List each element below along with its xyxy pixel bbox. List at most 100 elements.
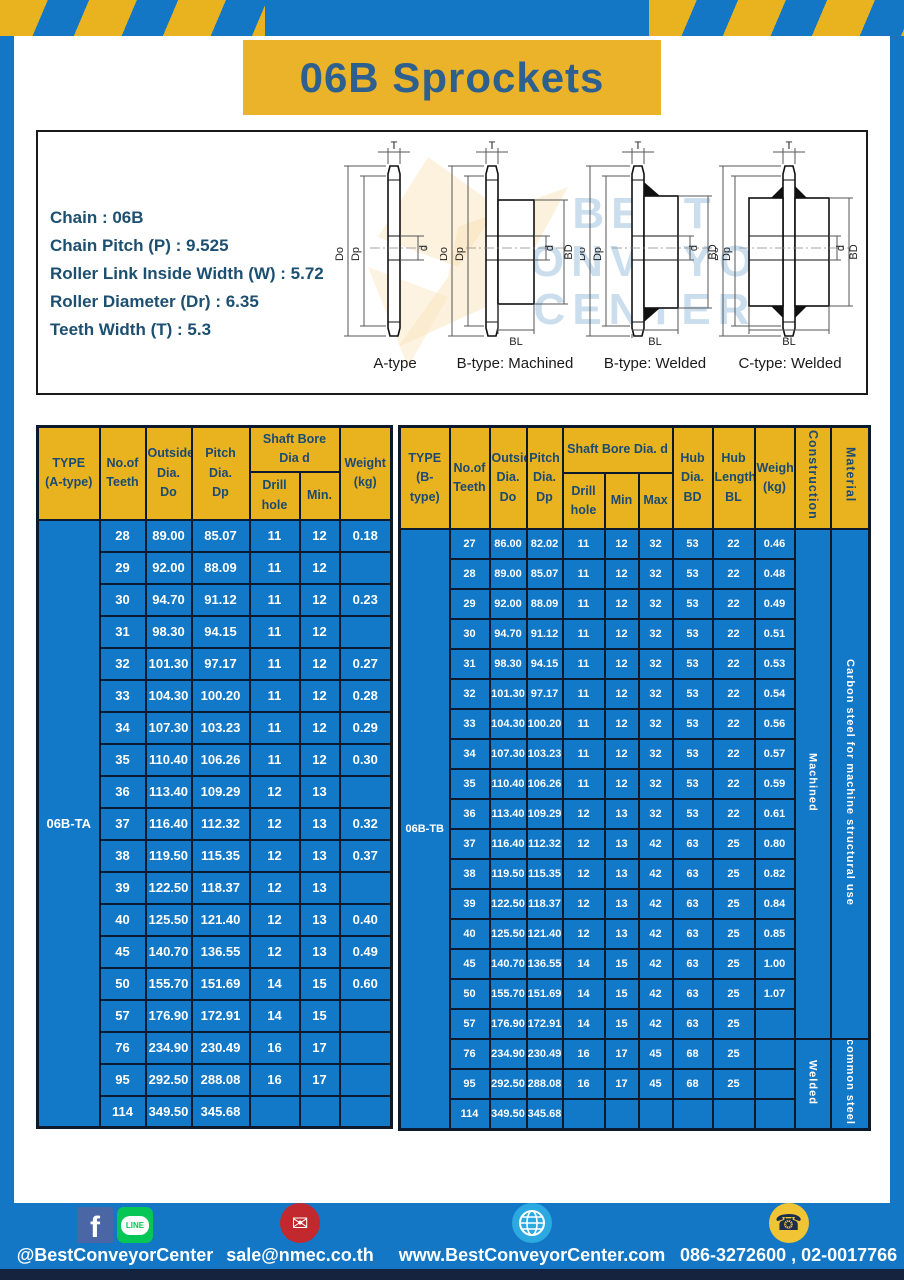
website-section: www.BestConveyorCenter.com — [384, 1203, 680, 1266]
dim-label-bd: BD — [848, 244, 860, 259]
table-cell: 33 — [448, 708, 491, 741]
table-cell: 100.20 — [525, 708, 564, 741]
dim-label-bl: BL — [782, 336, 795, 348]
table-cell: 45 — [637, 1068, 674, 1101]
dim-label-t: T — [489, 140, 496, 152]
dim-label-t: T — [635, 140, 642, 152]
table-cell: 15 — [298, 998, 341, 1033]
table-cell: 0.59 — [753, 768, 796, 801]
table-cell: 22 — [711, 528, 756, 561]
construction-cell: Welded — [793, 1038, 832, 1131]
table-row: 37 116.40 112.32 12 13 0.32 — [38, 806, 393, 841]
table-cell: 0.30 — [338, 742, 393, 777]
table-cell: 230.49 — [190, 1030, 251, 1065]
table-cell: 0.80 — [753, 828, 796, 861]
table-cell: 104.30 — [144, 678, 193, 713]
header-line: Do — [160, 485, 177, 500]
table-cell: 22 — [711, 588, 756, 621]
table-cell: 27 — [448, 528, 491, 561]
table-row: 76 234.90 230.49 16 17 45 68 25 Welded common ste… — [400, 1038, 871, 1131]
table-cell: 91.12 — [190, 582, 251, 617]
table-cell: 34 — [448, 738, 491, 771]
col-header-pitch-dia: Pitch Dia. Dp — [190, 425, 251, 521]
table-cell: 25 — [711, 1068, 756, 1101]
header-line: (kg) — [353, 475, 377, 490]
email-icon[interactable]: ✉ — [280, 1203, 320, 1243]
table-cell: 92.00 — [144, 550, 193, 585]
table-cell: 119.50 — [144, 838, 193, 873]
table-cell: 28 — [448, 558, 491, 591]
col-header-teeth: No.of Teeth — [98, 425, 147, 521]
table-cell: 12 — [298, 518, 341, 553]
phone-icon[interactable]: ☎ — [768, 1203, 809, 1243]
table-cell: 155.70 — [144, 966, 193, 1001]
table-cell: 29 — [98, 550, 147, 585]
table-cell: 15 — [298, 966, 341, 1001]
table-cell: 234.90 — [144, 1030, 193, 1065]
globe-icon[interactable] — [512, 1203, 552, 1243]
table-cell: 95 — [448, 1068, 491, 1101]
line-icon[interactable]: LINE — [117, 1207, 153, 1243]
table-cell: 176.90 — [488, 1008, 528, 1041]
material-cell: Carbon steel for machine structural use — [829, 528, 871, 1041]
table-cell: 91.12 — [525, 618, 564, 651]
header-line: BL — [725, 489, 742, 504]
email-address[interactable]: sale@nmec.co.th — [226, 1245, 374, 1265]
table-cell: 25 — [711, 828, 756, 861]
table-cell: 118.37 — [190, 870, 251, 905]
type-label-cell: 06B-TA — [36, 518, 101, 1129]
page-title: 06B Sprockets — [299, 53, 605, 101]
table-row: 50 155.70 151.69 14 15 42 63 25 1.07 — [400, 978, 870, 1011]
table-cell — [338, 870, 393, 905]
table-cell: 50 — [448, 978, 491, 1011]
table-cell: 53 — [671, 558, 714, 591]
table-cell: 0.40 — [338, 902, 393, 937]
table-cell: 11 — [561, 648, 606, 681]
table-cell: 116.40 — [488, 828, 528, 861]
table-cell: 57 — [98, 998, 147, 1033]
website-url[interactable]: www.BestConveyorCenter.com — [398, 1245, 666, 1265]
table-cell: 22 — [711, 648, 756, 681]
table-cell: 53 — [671, 708, 714, 741]
table-row: 114 349.50 345.68 — [38, 1094, 393, 1129]
table-cell: 115.35 — [525, 858, 564, 891]
table-cell: 53 — [671, 678, 714, 711]
type-label-cell: 06B-TB — [398, 528, 451, 1131]
sprocket-figure-b-welded: T Do Dp d BD — [576, 140, 730, 372]
table-cell: 113.40 — [144, 774, 193, 809]
table-row: 36 113.40 109.29 12 13 32 53 22 0.61 — [400, 798, 870, 831]
social-handle[interactable]: @BestConveyorCenter — [16, 1245, 214, 1265]
sprocket-figure-a-type: T Do Dp d A-type — [330, 140, 460, 372]
table-cell: 68 — [671, 1038, 714, 1071]
table-cell: 12 — [561, 828, 606, 861]
table-cell: 12 — [298, 646, 341, 681]
table-cell: 39 — [448, 888, 491, 921]
facebook-icon[interactable]: f — [77, 1207, 113, 1243]
table-cell: 0.56 — [753, 708, 796, 741]
sprocket-figure-b-machined: T Do Dp d BD BL — [438, 140, 590, 372]
table-cell: 31 — [448, 648, 491, 681]
dim-label-bd: BD — [707, 244, 719, 259]
table-cell: 36 — [98, 774, 147, 809]
table-row: 30 94.70 91.12 11 12 0.23 — [38, 582, 393, 617]
table-cell: 22 — [711, 558, 756, 591]
header-line: Dp — [536, 489, 553, 504]
table-cell: 32 — [98, 646, 147, 681]
table-cell: 0.48 — [753, 558, 796, 591]
table-cell — [561, 1098, 606, 1131]
hazard-stripes-right — [649, 0, 904, 36]
header-line: Do — [499, 489, 517, 504]
col-header-drill-hole: Drill hole — [561, 472, 606, 531]
table-cell — [753, 1038, 796, 1071]
line-icon-label: LINE — [121, 1215, 149, 1235]
header-line: Pitch Dia. — [205, 446, 236, 480]
table-row: 33 104.30 100.20 11 12 0.28 — [38, 678, 393, 713]
table-cell: 12 — [603, 678, 640, 711]
table-cell: 17 — [298, 1030, 341, 1065]
phone-numbers[interactable]: 086-3272600 , 02-0017766 — [680, 1245, 898, 1265]
col-header-weight: Weight (kg) — [338, 425, 393, 521]
table-cell: 89.00 — [488, 558, 528, 591]
table-cell — [338, 614, 393, 649]
table-cell: 292.50 — [488, 1068, 528, 1101]
table-cell: 13 — [603, 798, 640, 831]
